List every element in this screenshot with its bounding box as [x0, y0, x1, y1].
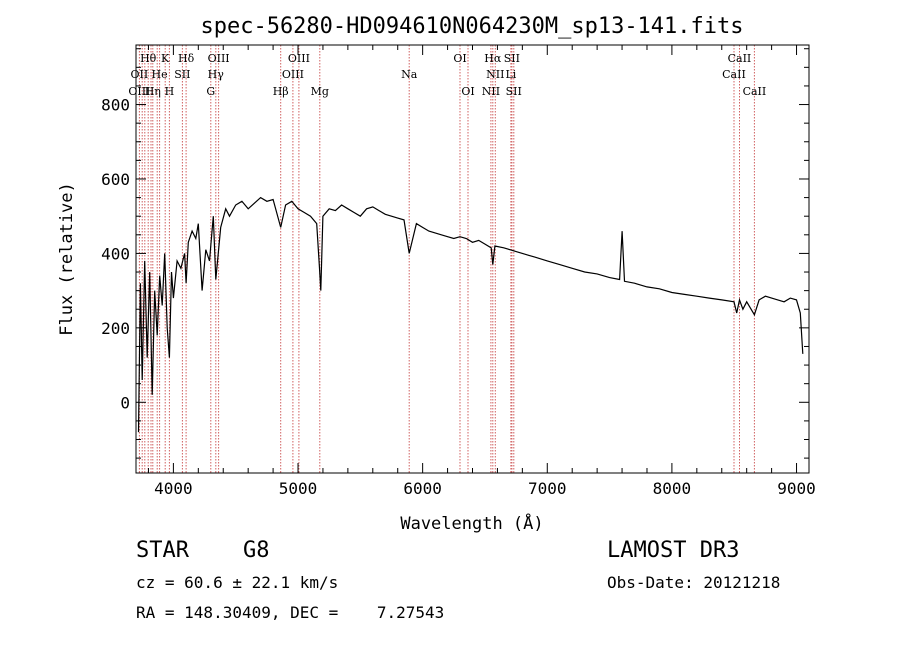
- line-label: Mg: [311, 85, 329, 98]
- line-label: H: [165, 85, 175, 98]
- line-label: OIII: [128, 85, 150, 98]
- y-axis-label: Flux (relative): [57, 182, 77, 336]
- redshift-info: cz = 60.6 ± 22.1 km/s: [136, 573, 339, 592]
- y-tick-label: 800: [101, 96, 130, 115]
- line-label: Hδ: [178, 52, 195, 65]
- line-label: OIII: [208, 52, 230, 65]
- line-label: Hα: [484, 52, 502, 65]
- line-label: OI: [461, 85, 474, 98]
- object-subclass: G8: [243, 538, 270, 563]
- object-class: STAR: [136, 538, 189, 563]
- y-tick-label: 400: [101, 244, 130, 263]
- line-label: K: [161, 52, 170, 65]
- line-label: Hγ: [208, 68, 225, 81]
- line-label: OII: [131, 68, 149, 81]
- line-label: OIII: [282, 68, 304, 81]
- line-label: G: [206, 85, 215, 98]
- line-label: SII: [506, 85, 522, 98]
- line-label: CaII: [722, 68, 746, 81]
- survey-name: LAMOST DR3: [607, 538, 740, 563]
- line-label: CaII: [728, 52, 752, 65]
- line-label: CaII: [743, 85, 767, 98]
- line-label: SII: [504, 52, 520, 65]
- line-label: NII: [486, 68, 504, 81]
- line-label: SII: [174, 68, 190, 81]
- chart-title: spec-56280-HD094610N064230M_sp13-141.fit…: [200, 14, 743, 39]
- x-tick-label: 9000: [777, 479, 816, 498]
- x-tick-label: 5000: [279, 479, 318, 498]
- line-label: Li: [505, 68, 516, 81]
- spectrum-line: [137, 196, 804, 433]
- line-label: Na: [401, 68, 418, 81]
- x-tick-label: 6000: [403, 479, 442, 498]
- obs-date: Obs-Date: 20121218: [607, 573, 781, 592]
- line-label: Hθ: [140, 52, 157, 65]
- line-label: Hη: [145, 85, 161, 98]
- line-label: OI: [453, 52, 466, 65]
- line-label: OIII: [288, 52, 310, 65]
- x-tick-label: 7000: [528, 479, 567, 498]
- plot-frame: [135, 44, 810, 474]
- x-tick-label: 4000: [154, 479, 193, 498]
- plot-area: 4000 5000 6000 7000 8000 9000 0 200 400 600 800 Hθ K…: [101, 45, 816, 498]
- coordinates: RA = 148.30409, DEC = 7.27543: [136, 603, 445, 622]
- x-axis-label: Wavelength (Å): [400, 512, 543, 534]
- line-label: Hβ: [273, 85, 289, 98]
- line-label: He: [152, 68, 168, 81]
- y-tick-label: 200: [101, 319, 130, 338]
- y-tick-label: 600: [101, 170, 130, 189]
- x-tick-label: 8000: [653, 479, 692, 498]
- line-label: NII: [482, 85, 500, 98]
- y-tick-label: 0: [120, 393, 130, 412]
